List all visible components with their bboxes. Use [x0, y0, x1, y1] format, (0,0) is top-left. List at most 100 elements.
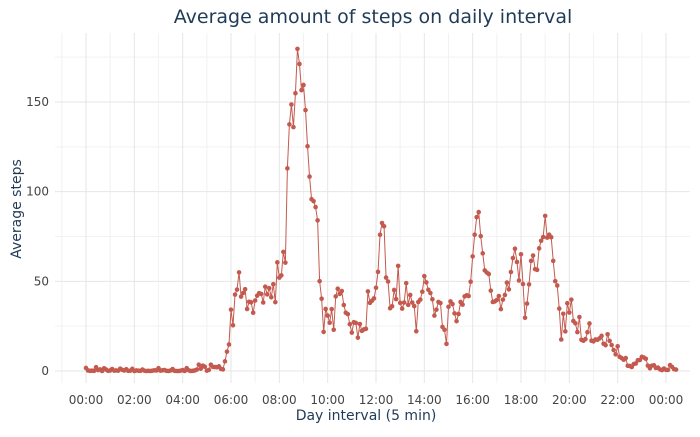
data-point	[565, 300, 570, 306]
data-point	[556, 306, 562, 311]
data-point	[397, 300, 403, 306]
data-point	[460, 302, 465, 307]
data-point	[236, 270, 242, 275]
data-point	[264, 292, 270, 297]
data-point	[623, 355, 629, 361]
data-point	[381, 223, 387, 229]
data-point	[470, 254, 475, 259]
data-point	[289, 102, 294, 107]
data-point	[317, 278, 322, 284]
data-point	[409, 300, 415, 305]
data-point	[516, 278, 522, 283]
data-point	[514, 259, 520, 265]
data-point	[383, 275, 389, 280]
data-point	[506, 287, 512, 292]
data-point	[377, 232, 383, 238]
data-point	[279, 273, 284, 278]
data-point	[480, 251, 486, 256]
data-point	[609, 342, 614, 348]
data-point	[407, 292, 413, 298]
data-point	[91, 368, 97, 374]
data-point	[242, 286, 248, 292]
data-point	[228, 307, 234, 312]
minor-gridlines	[55, 33, 690, 383]
data-point	[643, 356, 649, 362]
data-point	[206, 367, 212, 373]
data-point	[607, 338, 612, 344]
data-point	[452, 311, 457, 316]
data-point	[349, 330, 355, 335]
data-point	[665, 367, 671, 373]
x-tick-label: 20:00	[552, 393, 587, 407]
data-point	[375, 269, 381, 275]
data-point	[418, 297, 423, 302]
data-point	[321, 329, 326, 335]
data-point	[567, 310, 572, 315]
data-point	[333, 294, 339, 299]
data-point	[508, 269, 514, 275]
data-point	[438, 300, 443, 306]
y-tick-label: 50	[34, 274, 49, 288]
data-point	[430, 296, 435, 302]
data-point	[305, 144, 310, 149]
x-tick-label: 14:00	[407, 393, 442, 407]
data-point	[420, 289, 425, 295]
data-point	[339, 288, 345, 294]
data-point	[498, 306, 504, 312]
y-tick-label: 100	[26, 185, 49, 199]
x-tick-label: 12:00	[359, 393, 394, 407]
data-point	[450, 301, 455, 307]
data-point	[385, 279, 391, 284]
data-point	[341, 302, 347, 308]
data-point	[615, 343, 620, 349]
data-point	[432, 313, 437, 318]
data-point	[240, 290, 246, 296]
data-point	[518, 251, 524, 257]
data-point	[295, 46, 300, 52]
chart-title: Average amount of steps on daily interva…	[174, 6, 573, 28]
data-point	[325, 313, 330, 318]
data-point	[266, 285, 272, 291]
data-point	[528, 258, 534, 264]
data-point	[293, 90, 298, 96]
y-tick-label: 150	[26, 95, 49, 109]
data-point	[442, 327, 447, 333]
data-point	[540, 234, 546, 240]
data-point	[468, 279, 473, 284]
data-point	[371, 296, 377, 301]
y-axis-ticks: 0 50 100 150	[26, 95, 49, 378]
data-point	[275, 260, 280, 265]
data-point	[488, 288, 494, 293]
data-point	[577, 314, 582, 320]
data-point	[520, 281, 526, 287]
data-point	[486, 271, 492, 277]
data-point	[327, 320, 332, 326]
data-point	[391, 287, 397, 293]
data-point	[399, 306, 405, 311]
x-tick-label: 02:00	[117, 393, 152, 407]
data-point	[422, 273, 427, 279]
x-axis-title: Day interval (5 min)	[296, 408, 437, 424]
data-point	[456, 311, 461, 317]
data-point	[534, 267, 540, 273]
data-point	[530, 253, 536, 258]
data-point	[512, 246, 518, 251]
data-point	[573, 321, 578, 326]
data-point	[673, 367, 679, 372]
data-point	[299, 87, 304, 93]
y-tick-label: 0	[41, 364, 49, 378]
major-gridlines	[55, 33, 690, 383]
data-point	[583, 336, 588, 342]
data-point	[357, 321, 363, 327]
data-point	[538, 238, 544, 244]
data-point	[232, 292, 238, 297]
data-point	[355, 335, 361, 340]
data-point	[522, 315, 528, 321]
data-point	[587, 321, 592, 326]
data-point	[315, 218, 320, 223]
data-point	[550, 258, 556, 264]
data-point	[446, 304, 451, 310]
data-point	[510, 255, 516, 261]
x-axis-ticks: 00:00 02:00 04:00 06:00 08:00 10:00 12:00 14:00…	[69, 393, 684, 407]
data-point	[270, 281, 276, 287]
